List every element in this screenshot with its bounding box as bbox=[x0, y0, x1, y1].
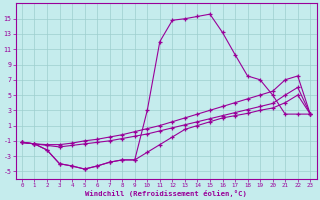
X-axis label: Windchill (Refroidissement éolien,°C): Windchill (Refroidissement éolien,°C) bbox=[85, 190, 247, 197]
